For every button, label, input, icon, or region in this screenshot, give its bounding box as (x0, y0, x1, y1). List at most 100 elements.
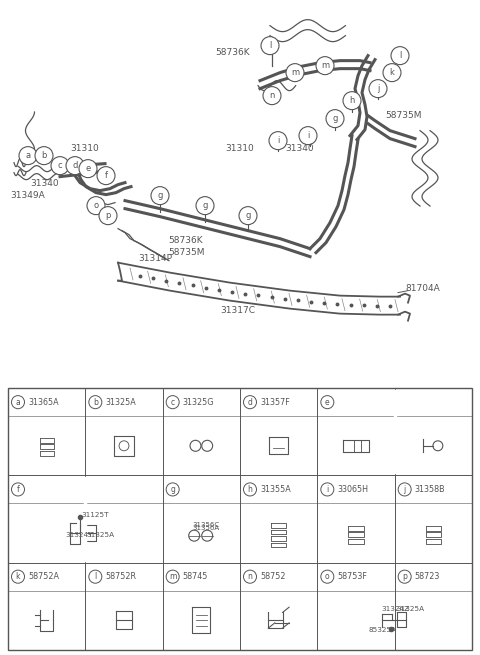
Circle shape (243, 483, 256, 496)
Text: c: c (170, 398, 175, 407)
Circle shape (286, 64, 304, 82)
Text: d: d (248, 398, 252, 407)
Circle shape (299, 126, 317, 145)
Circle shape (316, 56, 334, 75)
Text: 31325A: 31325A (105, 398, 136, 407)
Text: d: d (72, 161, 78, 170)
Text: 31365A: 31365A (28, 398, 59, 407)
Circle shape (239, 206, 257, 225)
Text: 31317C: 31317C (220, 306, 255, 315)
Text: l: l (399, 51, 401, 60)
Text: 58752: 58752 (260, 572, 286, 581)
Circle shape (12, 396, 24, 409)
Text: 31324Y: 31324Y (66, 532, 93, 538)
Circle shape (321, 483, 334, 496)
Circle shape (398, 570, 411, 583)
Text: 31340: 31340 (285, 144, 313, 153)
Text: k: k (16, 572, 20, 581)
Text: 58753F: 58753F (337, 572, 367, 581)
Circle shape (196, 196, 214, 215)
Text: j: j (377, 84, 379, 93)
Circle shape (269, 132, 287, 149)
Circle shape (391, 47, 409, 65)
Text: e: e (85, 164, 91, 173)
Text: k: k (390, 68, 395, 77)
Text: n: n (269, 91, 275, 100)
Circle shape (51, 157, 69, 175)
Circle shape (12, 483, 24, 496)
Text: a: a (25, 151, 31, 160)
Circle shape (398, 483, 411, 496)
Text: p: p (402, 572, 407, 581)
Text: i: i (277, 136, 279, 145)
Text: g: g (245, 211, 251, 220)
Text: m: m (321, 61, 329, 70)
Circle shape (99, 206, 117, 225)
Text: h: h (248, 485, 252, 494)
Text: o: o (325, 572, 330, 581)
Text: j: j (404, 485, 406, 494)
Circle shape (79, 160, 97, 178)
Text: 58736K: 58736K (168, 236, 203, 245)
Text: l: l (269, 41, 271, 50)
Text: 58752A: 58752A (28, 572, 59, 581)
Circle shape (166, 396, 179, 409)
Text: 31356C: 31356C (192, 521, 219, 527)
Text: 31314P: 31314P (138, 254, 172, 263)
Circle shape (243, 570, 256, 583)
Circle shape (263, 86, 281, 105)
Text: c: c (58, 161, 62, 170)
Text: 31325G: 31325G (183, 398, 214, 407)
Text: o: o (94, 201, 98, 210)
Circle shape (35, 147, 53, 164)
Text: 58723: 58723 (415, 572, 440, 581)
Text: m: m (291, 68, 299, 77)
Circle shape (261, 37, 279, 54)
Circle shape (166, 570, 179, 583)
Text: 85325A: 85325A (369, 627, 396, 633)
Text: 31357F: 31357F (260, 398, 290, 407)
Text: 31125T: 31125T (82, 512, 109, 518)
Text: 31310: 31310 (70, 144, 99, 153)
Circle shape (89, 570, 102, 583)
Text: n: n (248, 572, 252, 581)
Text: 81704A: 81704A (405, 284, 440, 293)
Text: f: f (17, 485, 19, 494)
Text: e: e (325, 398, 330, 407)
Circle shape (321, 396, 334, 409)
Text: 33065H: 33065H (337, 485, 368, 494)
Text: b: b (93, 398, 98, 407)
Text: 31358B: 31358B (415, 485, 445, 494)
Text: f: f (105, 171, 108, 180)
Circle shape (12, 570, 24, 583)
Text: 31349A: 31349A (10, 191, 45, 200)
Circle shape (89, 396, 102, 409)
Circle shape (66, 157, 84, 175)
Text: 58745: 58745 (183, 572, 208, 581)
Text: 58735M: 58735M (385, 111, 421, 120)
Text: 58752R: 58752R (105, 572, 136, 581)
Text: g: g (332, 114, 338, 123)
Circle shape (243, 396, 256, 409)
Text: p: p (105, 211, 111, 220)
Circle shape (326, 109, 344, 128)
Circle shape (151, 187, 169, 204)
Text: 31325A: 31325A (396, 606, 425, 612)
Text: 31325A: 31325A (86, 532, 115, 538)
Circle shape (383, 64, 401, 82)
Text: 58736K: 58736K (215, 48, 250, 57)
Text: g: g (202, 201, 208, 210)
Text: 58735M: 58735M (168, 248, 204, 257)
Text: 31310: 31310 (225, 144, 254, 153)
Text: 31355A: 31355A (260, 485, 291, 494)
Text: a: a (16, 398, 20, 407)
Circle shape (19, 147, 37, 164)
Text: g: g (157, 191, 163, 200)
Text: l: l (94, 572, 96, 581)
Circle shape (321, 570, 334, 583)
Text: 31356A: 31356A (192, 525, 219, 531)
Text: 31340: 31340 (30, 179, 59, 188)
Text: h: h (349, 96, 355, 105)
Text: g: g (170, 485, 175, 494)
Text: i: i (307, 131, 309, 140)
